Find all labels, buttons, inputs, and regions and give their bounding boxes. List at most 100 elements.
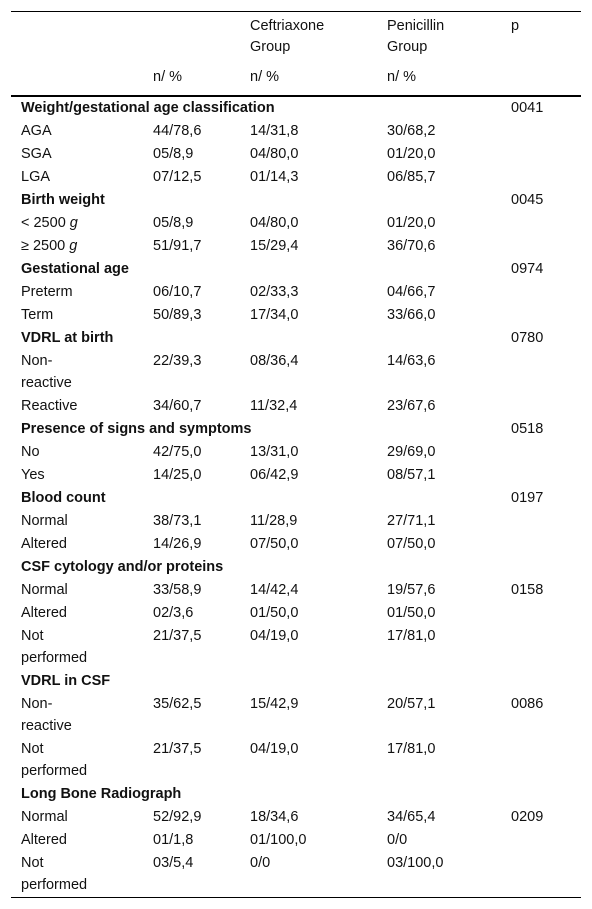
ceftriaxone-value: 04/80,0 xyxy=(250,215,299,231)
p-value: 0518 xyxy=(511,421,544,437)
row-label: Non- xyxy=(21,696,53,712)
row-label: SGA xyxy=(21,146,52,162)
row-label: Term xyxy=(21,307,54,323)
section-heading: Long Bone Radiograph xyxy=(21,786,182,802)
p-value: 0045 xyxy=(511,192,544,208)
p-value: 0197 xyxy=(511,490,544,506)
row-label: reactive xyxy=(21,718,72,734)
total-value: 14/26,9 xyxy=(153,536,202,552)
penicillin-value: 34/65,4 xyxy=(387,809,436,825)
total-value: 35/62,5 xyxy=(153,696,202,712)
total-value: 21/37,5 xyxy=(153,741,202,757)
total-value: 44/78,6 xyxy=(153,123,202,139)
header-penicillin-line2: Group xyxy=(387,39,428,55)
ceftriaxone-value: 06/42,9 xyxy=(250,467,299,483)
section-heading: VDRL in CSF xyxy=(21,673,111,689)
total-value: 03/5,4 xyxy=(153,855,194,871)
row-label: performed xyxy=(21,650,88,666)
penicillin-value: 07/50,0 xyxy=(387,536,436,552)
p-value: 0209 xyxy=(511,809,544,825)
section-heading: Presence of signs and symptoms xyxy=(21,421,252,437)
row-label: Not xyxy=(21,855,44,871)
total-value: 05/8,9 xyxy=(153,215,194,231)
p-value: 0086 xyxy=(511,696,544,712)
header-unit-total: n/ % xyxy=(153,69,183,85)
ceftriaxone-value: 11/32,4 xyxy=(250,398,298,414)
total-value: 42/75,0 xyxy=(153,444,202,460)
row-label: LGA xyxy=(21,169,51,185)
penicillin-value: 20/57,1 xyxy=(387,696,436,712)
row-label: Non- xyxy=(21,353,53,369)
ceftriaxone-value: 01/100,0 xyxy=(250,832,307,848)
total-value: 51/91,7 xyxy=(153,238,202,254)
section-heading: VDRL at birth xyxy=(21,330,114,346)
ceftriaxone-value: 04/80,0 xyxy=(250,146,299,162)
p-value: 0041 xyxy=(511,100,544,116)
penicillin-value: 01/50,0 xyxy=(387,605,436,621)
header-unit-ceftriaxone: n/ % xyxy=(250,69,280,85)
row-label: Not xyxy=(21,628,44,644)
row-label: Not xyxy=(21,741,44,757)
penicillin-value: 04/66,7 xyxy=(387,284,436,300)
ceftriaxone-value: 17/34,0 xyxy=(250,307,299,323)
table-top-rule xyxy=(11,11,581,12)
row-label: performed xyxy=(21,877,88,893)
ceftriaxone-value: 08/36,4 xyxy=(250,353,299,369)
row-label: Yes xyxy=(21,467,45,483)
penicillin-value: 36/70,6 xyxy=(387,238,436,254)
penicillin-value: 0/0 xyxy=(387,832,408,848)
penicillin-value: 23/67,6 xyxy=(387,398,436,414)
p-value: 0158 xyxy=(511,582,544,598)
penicillin-value: 17/81,0 xyxy=(387,741,436,757)
row-label: ≥ 2500 g xyxy=(21,238,78,254)
total-value: 50/89,3 xyxy=(153,307,202,323)
table-bottom-rule xyxy=(11,897,581,898)
total-value: 21/37,5 xyxy=(153,628,202,644)
total-value: 07/12,5 xyxy=(153,169,202,185)
total-value: 38/73,1 xyxy=(153,513,202,529)
section-heading: Weight/gestational age classification xyxy=(21,100,275,116)
ceftriaxone-value: 04/19,0 xyxy=(250,628,299,644)
penicillin-value: 06/85,7 xyxy=(387,169,436,185)
row-label: Altered xyxy=(21,605,67,621)
ceftriaxone-value: 04/19,0 xyxy=(250,741,299,757)
total-value: 05/8,9 xyxy=(153,146,194,162)
total-value: 06/10,7 xyxy=(153,284,202,300)
row-label: < 2500 g xyxy=(21,215,78,231)
section-heading: Blood count xyxy=(21,490,106,506)
penicillin-value: 14/63,6 xyxy=(387,353,436,369)
p-value: 0974 xyxy=(511,261,544,277)
ceftriaxone-value: 15/29,4 xyxy=(250,238,299,254)
row-label: Normal xyxy=(21,513,68,529)
ceftriaxone-value: 01/50,0 xyxy=(250,605,299,621)
ceftriaxone-value: 14/31,8 xyxy=(250,123,299,139)
total-value: 02/3,6 xyxy=(153,605,194,621)
row-label: Reactive xyxy=(21,398,78,414)
p-value: 0780 xyxy=(511,330,544,346)
ceftriaxone-value: 14/42,4 xyxy=(250,582,299,598)
section-heading: Birth weight xyxy=(21,192,105,208)
total-value: 22/39,3 xyxy=(153,353,202,369)
row-label: Altered xyxy=(21,536,67,552)
ceftriaxone-value: 0/0 xyxy=(250,855,271,871)
penicillin-value: 19/57,6 xyxy=(387,582,436,598)
ceftriaxone-value: 18/34,6 xyxy=(250,809,299,825)
row-label: Altered xyxy=(21,832,67,848)
ceftriaxone-value: 13/31,0 xyxy=(250,444,299,460)
penicillin-value: 27/71,1 xyxy=(387,513,436,529)
total-value: 33/58,9 xyxy=(153,582,202,598)
total-value: 34/60,7 xyxy=(153,398,202,414)
header-ceftriaxone-line1: Ceftriaxone xyxy=(250,18,325,34)
ceftriaxone-value: 07/50,0 xyxy=(250,536,299,552)
row-label: Preterm xyxy=(21,284,73,300)
total-value: 01/1,8 xyxy=(153,832,194,848)
row-label: No xyxy=(21,444,40,460)
penicillin-value: 03/100,0 xyxy=(387,855,444,871)
section-heading: CSF cytology and/or proteins xyxy=(21,559,224,575)
header-penicillin-line1: Penicillin xyxy=(387,18,445,34)
header-ceftriaxone-line2: Group xyxy=(250,39,291,55)
penicillin-value: 08/57,1 xyxy=(387,467,436,483)
row-label: Normal xyxy=(21,582,68,598)
penicillin-value: 30/68,2 xyxy=(387,123,436,139)
